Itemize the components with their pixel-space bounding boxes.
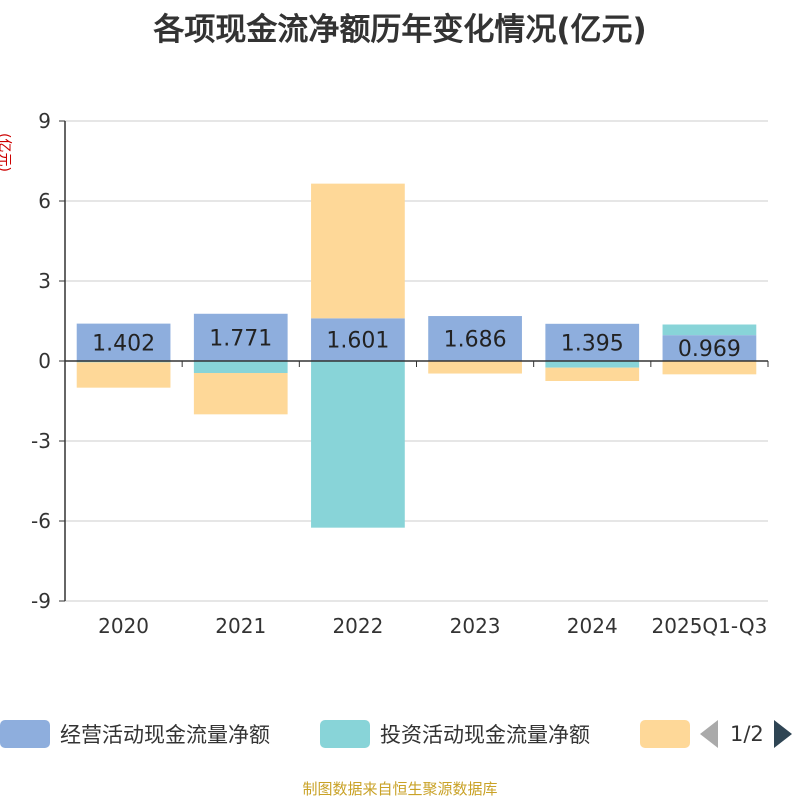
bar-series-1-2025Q1-Q3[interactable] (662, 324, 757, 336)
legend-item-third[interactable] (640, 714, 690, 754)
data-label: 0.969 (678, 337, 741, 362)
source-note: 制图数据来自恒生聚源数据库 (302, 780, 498, 798)
axes: 9 6 3 0 -3 -6 -9 2020 2021 2022 2023 2024 2025Q1-Q3 (31, 109, 769, 638)
x-tick-label: 2022 (332, 614, 383, 638)
bar-series-0-2020[interactable] (76, 323, 171, 361)
x-tick-label: 2024 (567, 614, 618, 638)
x-tick-label: 2020 (98, 614, 149, 638)
x-tick-label: 2025Q1-Q3 (652, 614, 768, 638)
bar-series-2-2024[interactable] (545, 367, 640, 381)
legend-pager: 1/2 (700, 714, 792, 754)
y-tick-label: 9 (38, 109, 51, 133)
bar-series-2-2022[interactable] (311, 183, 405, 319)
legend: 经营活动现金流量净额 投资活动现金流量净额 (0, 714, 800, 754)
bar-series-1-2022[interactable] (311, 361, 405, 528)
y-tick-label: -3 (31, 429, 51, 453)
y-tick-label: 6 (38, 189, 51, 213)
legend-item-investing[interactable]: 投资活动现金流量净额 (320, 714, 590, 754)
legend-label-operating: 经营活动现金流量净额 (60, 723, 270, 747)
data-label: 1.771 (209, 326, 272, 351)
chart-title: 各项现金流净额历年变化情况(亿元) (153, 12, 647, 48)
x-tick-label: 2023 (450, 614, 501, 638)
legend-item-operating[interactable]: 经营活动现金流量净额 (0, 714, 270, 754)
y-tick-label: -9 (31, 589, 51, 613)
legend-label-investing: 投资活动现金流量净额 (380, 723, 590, 747)
bar-series (76, 183, 757, 528)
legend-prev-arrow-icon[interactable] (700, 720, 718, 748)
y-tick-label: 0 (38, 349, 51, 373)
data-labels: 1.402 1.771 1.601 1.686 1.395 0.969 (92, 326, 741, 362)
x-tick-label: 2021 (215, 614, 266, 638)
bar-series-0-2025Q1-Q3[interactable] (662, 335, 757, 361)
bar-series-0-2024[interactable] (545, 323, 640, 361)
legend-next-arrow-icon[interactable] (773, 720, 792, 748)
legend-swatch-third (640, 720, 690, 748)
bar-series-0-2023[interactable] (428, 316, 522, 361)
grid-lines (65, 120, 768, 602)
bar-series-0-2022[interactable] (311, 318, 405, 361)
data-label: 1.402 (92, 331, 155, 356)
data-label: 1.601 (326, 329, 389, 354)
legend-swatch-investing (320, 720, 370, 748)
data-label: 1.395 (561, 331, 624, 356)
data-label: 1.686 (444, 328, 507, 353)
bar-series-1-2021[interactable] (193, 361, 288, 373)
legend-swatch-operating (0, 720, 50, 748)
y-tick-label: -6 (31, 509, 51, 533)
bar-series-1-2024[interactable] (545, 361, 640, 368)
bar-series-0-2021[interactable] (193, 313, 288, 361)
bar-series-2-2020[interactable] (76, 362, 171, 388)
bar-series-2-2025Q1-Q3[interactable] (662, 361, 757, 375)
y-tick-label: 3 (38, 269, 51, 293)
legend-page-indicator: 1/2 (730, 722, 764, 746)
bar-series-2-2021[interactable] (193, 373, 288, 415)
bar-series-2-2023[interactable] (428, 361, 522, 374)
